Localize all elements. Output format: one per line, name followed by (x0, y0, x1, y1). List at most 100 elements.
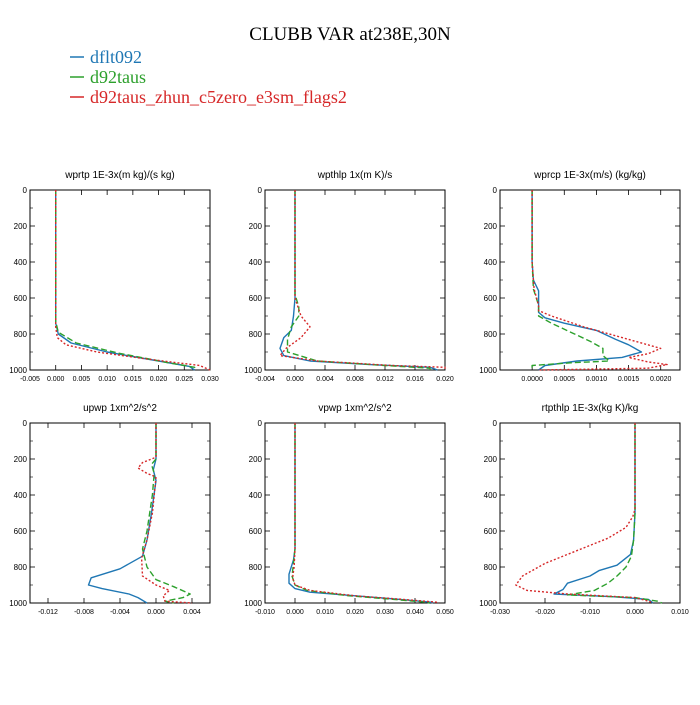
x-tick-label: 0.0005 (554, 376, 576, 383)
y-tick-label: 0 (258, 419, 263, 428)
y-tick-label: 1000 (479, 366, 497, 375)
series-line-dflt092 (288, 423, 434, 604)
x-tick-label: 0.0010 (586, 376, 608, 383)
x-tick-label: -0.020 (535, 609, 555, 616)
legend: dflt092 d92taus d92taus_zhun_c5zero_e3sm… (70, 47, 347, 107)
x-tick-label: 0.025 (176, 376, 194, 383)
panel-2: wpthlp 1x(m K)/s 0 200 400 600 800 1000-0.004 0… (244, 170, 454, 383)
series-line-d92taus_zhun_c5zero_e3sm_flags2 (279, 190, 446, 370)
x-tick-label: 0.030 (201, 376, 219, 383)
series-line-d92taus_zhun_c5zero_e3sm_flags2 (137, 423, 193, 604)
y-tick-label: 800 (249, 330, 263, 339)
y-tick-label: 600 (249, 294, 263, 303)
plot-frame (499, 189, 681, 371)
y-tick-label: 400 (14, 491, 28, 500)
panel-1: wprtp 1E-3x(m kg)/(s kg) 0 200 400 600 800 100… (9, 170, 219, 383)
series-line-d92taus (55, 190, 198, 371)
x-tick-label: 0.000 (286, 376, 304, 383)
panel-4: upwp 1xm^2/s^2 0 200 400 600 800 1000 -0.012 -0.… (9, 403, 211, 616)
y-tick-label: 200 (484, 455, 498, 464)
x-tick-label: 0.010 (316, 609, 334, 616)
legend-label-dflt092: dflt092 (90, 47, 142, 67)
panel-6: rtpthlp 1E-3x(kg K)/kg02004006008001000-… (479, 403, 689, 616)
x-tick-label: 0.000 (47, 376, 65, 383)
y-tick-label: 800 (14, 563, 28, 572)
y-tick-label: 400 (249, 491, 263, 500)
x-tick-label: -0.012 (38, 609, 58, 616)
x-tick-label: -0.010 (255, 609, 275, 616)
y-tick-label: 200 (14, 455, 28, 464)
y-tick-label: 400 (14, 258, 28, 267)
series-line-dflt092 (553, 423, 654, 604)
y-tick-label: 1000 (9, 366, 27, 375)
x-tick-label: -0.030 (490, 609, 510, 616)
panels: wprtp 1E-3x(m kg)/(s kg) 0 200 400 600 800 100… (9, 170, 689, 616)
y-tick-label: 800 (14, 330, 28, 339)
x-tick-label: 0.020 (346, 609, 364, 616)
plot-frame (29, 189, 211, 371)
series-line-d92taus_zhun_c5zero_e3sm_flags2 (515, 423, 654, 604)
series-line-d92taus_zhun_c5zero_e3sm_flags2 (531, 190, 668, 371)
y-tick-label: 1000 (244, 366, 262, 375)
y-tick-label: 0 (493, 186, 498, 195)
x-tick-label: 0.010 (98, 376, 116, 383)
y-tick-label: 600 (14, 294, 28, 303)
plot-frame (29, 422, 211, 604)
x-tick-label: -0.010 (580, 609, 600, 616)
panel-title: wprtp 1E-3x(m kg)/(s kg) (64, 170, 174, 181)
y-tick-label: 0 (258, 186, 263, 195)
x-tick-label: 0.005 (73, 376, 91, 383)
x-tick-label: 0.000 (626, 609, 644, 616)
legend-label-d92taus-zhun: d92taus_zhun_c5zero_e3sm_flags2 (90, 87, 347, 107)
x-tick-label: 0.040 (406, 609, 424, 616)
y-tick-label: 1000 (244, 599, 262, 608)
y-tick-label: 800 (249, 563, 263, 572)
panel-title: upwp 1xm^2/s^2 (83, 403, 157, 414)
x-tick-label: 0.015 (124, 376, 142, 383)
series-line-d92taus_zhun_c5zero_e3sm_flags2 (291, 423, 440, 604)
y-tick-label: 200 (14, 222, 28, 231)
x-tick-label: -0.005 (20, 376, 40, 383)
x-tick-label: 0.016 (406, 376, 424, 383)
series-line-dflt092 (531, 190, 643, 371)
series-line-d92taus (141, 423, 191, 604)
x-tick-label: -0.004 (110, 609, 130, 616)
x-tick-label: 0.004 (316, 376, 334, 383)
y-tick-label: 400 (249, 258, 263, 267)
y-tick-label: 1000 (479, 599, 497, 608)
x-tick-label: -0.008 (74, 609, 94, 616)
y-tick-label: 600 (484, 527, 498, 536)
y-tick-label: 0 (493, 419, 498, 428)
x-tick-label: 0.010 (671, 609, 689, 616)
x-tick-label: 0.020 (150, 376, 168, 383)
x-tick-label: 0.0015 (618, 376, 640, 383)
x-tick-label: 0.012 (376, 376, 394, 383)
x-tick-label: 0.0020 (650, 376, 672, 383)
series-line-d92taus (566, 423, 663, 604)
x-tick-label: 0.004 (183, 609, 201, 616)
x-tick-label: 0.020 (436, 376, 454, 383)
x-tick-label: 0.050 (436, 609, 454, 616)
series-line-d92taus (531, 190, 610, 370)
series-line-dflt092 (87, 423, 157, 604)
x-tick-label: 0.008 (346, 376, 364, 383)
panel-title: vpwp 1xm^2/s^2 (318, 403, 392, 414)
x-tick-label: 0.000 (147, 609, 165, 616)
x-tick-label: 0.030 (376, 609, 394, 616)
y-tick-label: 400 (484, 258, 498, 267)
panel-title: wprcp 1E-3x(m/s) (kg/kg) (533, 170, 646, 181)
panel-5: vpwp 1xm^2/s^2 0 200 400 600 800 1000-0.010 0.0… (244, 403, 454, 616)
plot-frame (264, 189, 446, 371)
x-tick-label: 0.0000 (521, 376, 543, 383)
y-tick-label: 800 (484, 330, 498, 339)
series-line-d92taus_zhun_c5zero_e3sm_flags2 (55, 190, 211, 371)
y-tick-label: 600 (14, 527, 28, 536)
series-line-d92taus (291, 423, 431, 604)
series-line-dflt092 (279, 190, 438, 371)
x-tick-label: 0.000 (286, 609, 304, 616)
y-tick-label: 200 (249, 222, 263, 231)
y-tick-label: 800 (484, 563, 498, 572)
panel-3: wprcp 1E-3x(m/s) (kg/kg) 0 200 400 600 800 100… (479, 170, 681, 383)
y-tick-label: 1000 (9, 599, 27, 608)
